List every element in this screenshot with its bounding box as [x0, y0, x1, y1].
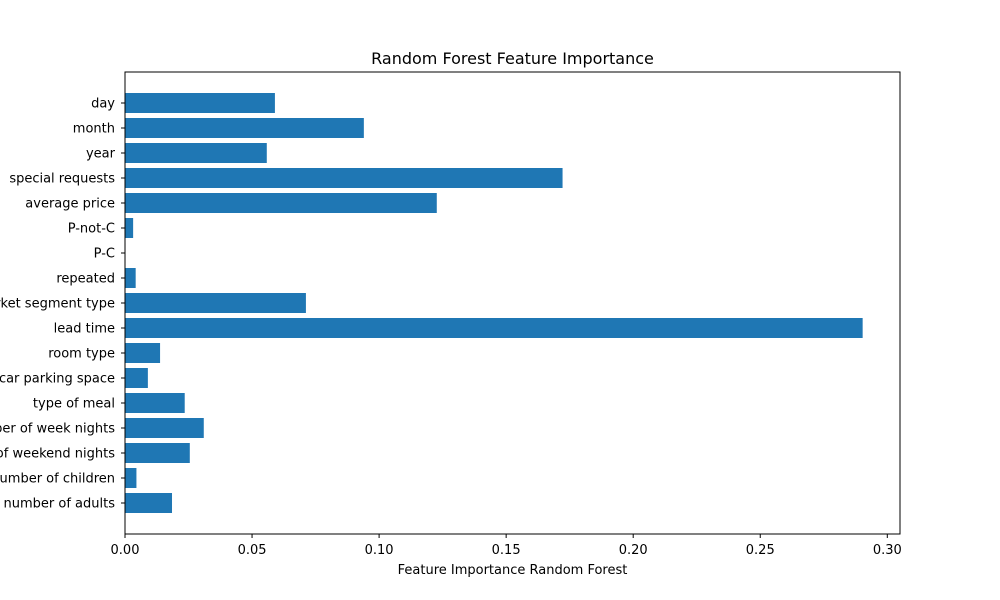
y-tick-label: month	[73, 122, 115, 137]
y-axis: number of adults number of children number…	[0, 97, 125, 512]
y-tick-label: number of adults	[4, 497, 116, 512]
y-tick-label: number of children	[0, 472, 115, 487]
bar	[125, 218, 134, 238]
x-tick-label: 0.10	[365, 543, 394, 558]
bar	[125, 318, 863, 338]
y-tick-label: type of meal	[33, 397, 115, 412]
bar	[125, 93, 275, 113]
bar	[125, 468, 137, 488]
bar	[125, 343, 161, 363]
y-tick-label: number of weekend nights	[0, 447, 115, 462]
x-axis-label: Feature Importance Random Forest	[398, 563, 628, 578]
y-tick-label: room type	[48, 347, 115, 362]
bar	[125, 493, 173, 513]
bar	[125, 118, 364, 138]
bar	[125, 393, 185, 413]
bar	[125, 418, 204, 438]
y-tick-label: day	[91, 97, 115, 112]
x-tick-label: 0.25	[746, 543, 775, 558]
bar	[125, 143, 267, 163]
x-tick-label: 0.00	[111, 543, 140, 558]
y-tick-label: number of week nights	[0, 422, 115, 437]
y-tick-label: P-not-C	[68, 222, 115, 237]
y-tick-label: lead time	[54, 322, 115, 337]
y-tick-label: car parking space	[0, 372, 115, 387]
x-tick-label: 0.15	[492, 543, 521, 558]
x-axis: 0.00 0.05 0.10 0.15 0.20 0.25 0.30	[111, 534, 902, 558]
bars-group	[125, 93, 863, 513]
bar	[125, 443, 190, 463]
bar	[125, 368, 148, 388]
bar	[125, 193, 437, 213]
y-tick-label: special requests	[9, 172, 115, 187]
y-tick-label: average price	[25, 197, 115, 212]
x-tick-label: 0.30	[873, 543, 902, 558]
bar	[125, 293, 306, 313]
chart-title: Random Forest Feature Importance	[371, 49, 654, 68]
bar	[125, 168, 563, 188]
y-tick-label: repeated	[56, 272, 115, 287]
y-tick-label: P-C	[94, 247, 115, 262]
y-tick-label: market segment type	[0, 297, 115, 312]
bar	[125, 268, 136, 288]
x-tick-label: 0.20	[619, 543, 648, 558]
x-tick-label: 0.05	[238, 543, 267, 558]
y-tick-label: year	[86, 147, 116, 162]
